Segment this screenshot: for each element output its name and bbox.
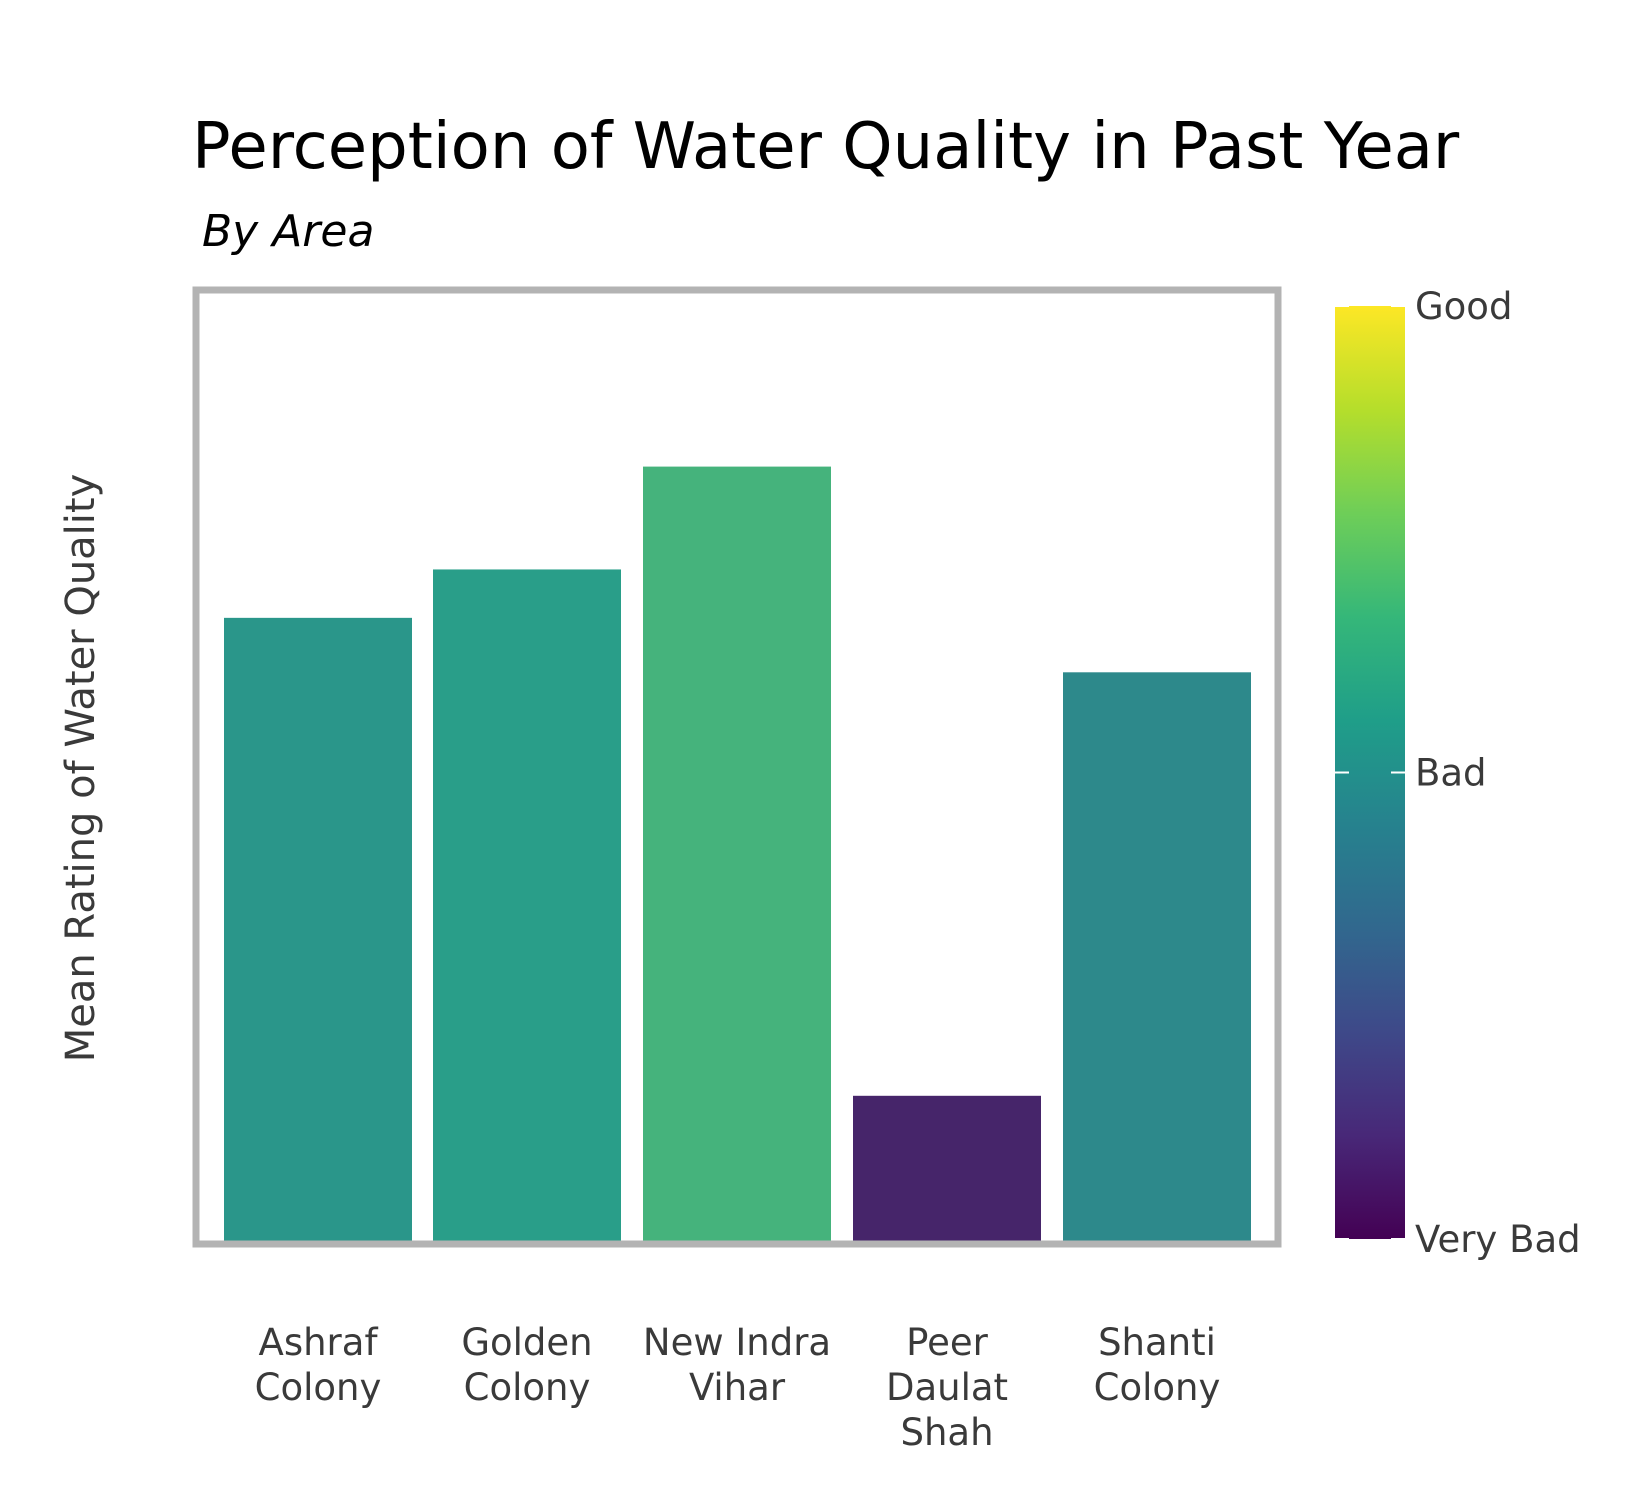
x-tick-label: Ashraf Colony xyxy=(255,1321,382,1409)
colorbar-ticks: Very Bad Bad Good xyxy=(1335,285,1581,1261)
plot-frame xyxy=(192,286,1282,1248)
chart-title: Perception of Water Quality in Past Year xyxy=(192,110,1460,184)
x-tick-label: Peer Daulat Shah xyxy=(886,1321,1008,1454)
bar-0 xyxy=(224,617,412,1241)
x-tick-label: New Indra Vihar xyxy=(643,1321,831,1409)
bar-4 xyxy=(1063,672,1251,1241)
colorbar-tick-label: Bad xyxy=(1415,752,1487,795)
y-axis-label: Mean Rating of Water Quality xyxy=(58,474,104,1063)
bar-1 xyxy=(433,569,621,1241)
bars-group xyxy=(224,466,1251,1242)
colorbar-tick-label: Good xyxy=(1415,285,1512,328)
x-tick-label: Golden Colony xyxy=(461,1321,592,1409)
x-tick-labels: Ashraf Colony Golden Colony New Indra Vihar Pe… xyxy=(255,1321,1221,1454)
x-tick-label: Shanti Colony xyxy=(1094,1321,1221,1409)
chart-subtitle: By Area xyxy=(202,206,375,257)
bar-3 xyxy=(853,1095,1041,1241)
colorbar-tick-label: Very Bad xyxy=(1415,1218,1581,1261)
bar-2 xyxy=(643,466,831,1242)
